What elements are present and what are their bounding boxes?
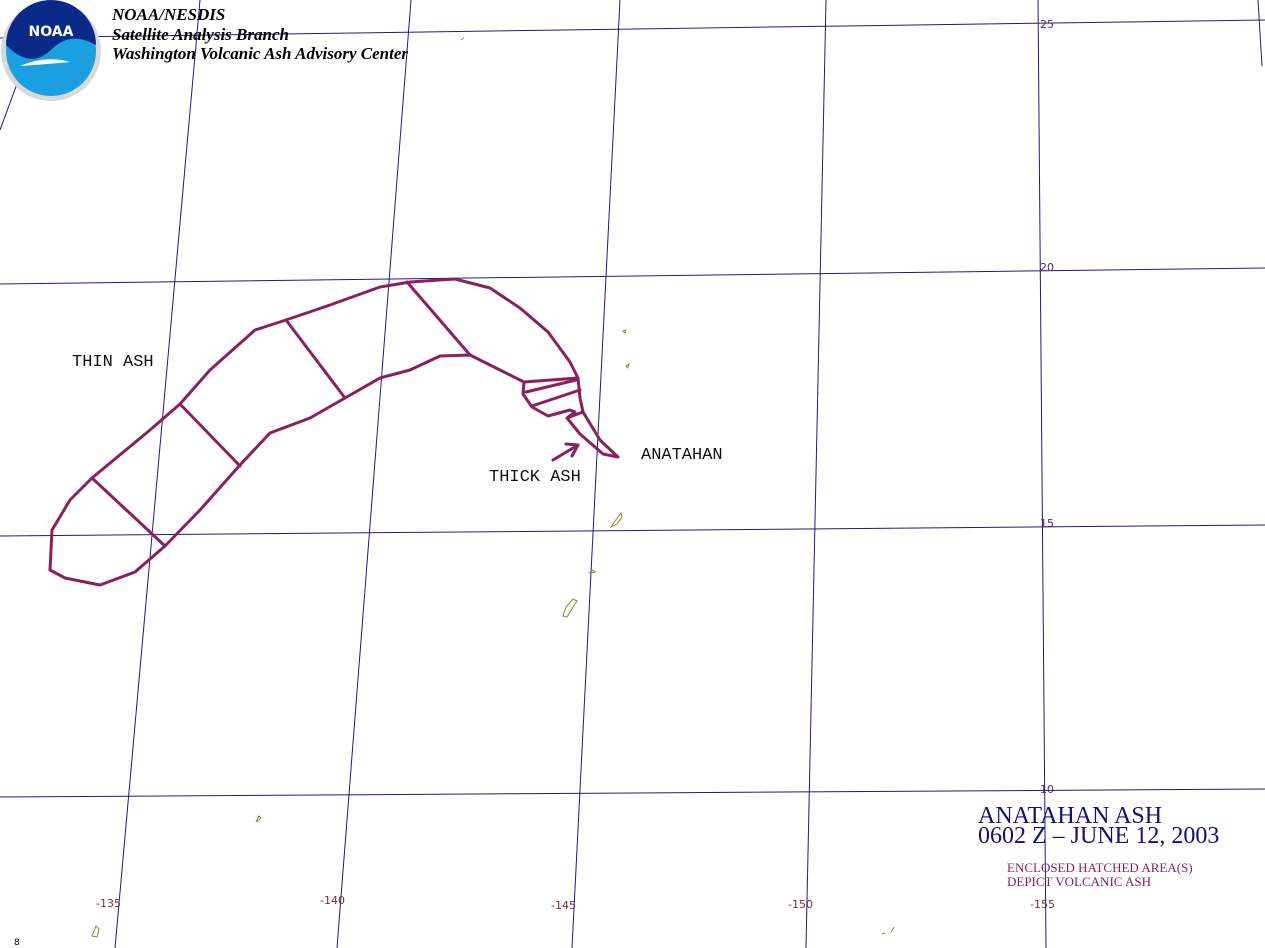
longitude-line — [114, 0, 201, 948]
thin-ash-label: THIN ASH — [72, 353, 154, 372]
island — [91, 925, 100, 938]
latitude-line — [0, 267, 1265, 285]
hatch-line — [90, 476, 167, 548]
latitude-label: 20 — [1040, 261, 1054, 274]
corner-mark: 8 — [14, 938, 20, 948]
island — [588, 569, 597, 574]
latitude-line — [0, 788, 1265, 798]
longitude-line — [805, 0, 827, 948]
hatch-line — [178, 402, 242, 468]
longitude-line — [571, 0, 621, 948]
island — [625, 362, 630, 369]
island — [255, 815, 262, 823]
island — [609, 511, 623, 529]
islands — [91, 37, 895, 938]
logo-bird — [20, 59, 70, 66]
island — [562, 598, 578, 618]
title-line: 0602 Z – JUNE 12, 2003 — [978, 823, 1219, 849]
hatch-line — [524, 378, 578, 394]
header-line: Washington Volcanic Ash Advisory Center — [112, 44, 408, 63]
hatch-line — [530, 388, 582, 408]
hatch-line — [565, 410, 585, 420]
volcano-label: ANATAHAN — [641, 446, 723, 465]
title-line: ANATAHAN ASH — [978, 803, 1162, 829]
latitude-label: 25 — [1040, 18, 1054, 31]
header-line: NOAA/NESDIS — [111, 5, 225, 24]
longitude-label: -140 — [320, 894, 345, 907]
arrow — [551, 442, 580, 462]
hatch-line — [522, 376, 580, 384]
ash-outline — [48, 277, 620, 587]
hatch-line — [405, 280, 472, 357]
longitude-line — [336, 0, 412, 948]
latitude-line — [0, 524, 1265, 537]
ash-cloud — [48, 277, 620, 587]
logo-text: NOAA — [29, 24, 74, 40]
thick-ash-label: THICK ASH — [489, 468, 581, 487]
longitude-line — [1257, 0, 1263, 67]
hatch-line — [284, 318, 347, 400]
latitude-label: 10 — [1040, 783, 1054, 796]
longitude-label: -150 — [788, 898, 813, 911]
island — [460, 37, 465, 41]
latitude-label: 15 — [1040, 517, 1054, 530]
legend-line: ENCLOSED HATCHED AREA(S) — [1007, 860, 1193, 875]
longitude-line — [1037, 0, 1047, 948]
latitude-line — [0, 19, 1265, 39]
longitude-label: -145 — [551, 899, 576, 912]
legend-line: DEPICT VOLCANIC ASH — [1007, 874, 1151, 889]
header-line: Satellite Analysis Branch — [112, 25, 289, 44]
logo-top — [6, 0, 96, 59]
longitude-label: -135 — [96, 897, 121, 910]
logo: NOAA — [1, 0, 101, 101]
island — [881, 926, 895, 935]
longitude-label: -155 — [1030, 898, 1055, 911]
island — [622, 329, 627, 334]
